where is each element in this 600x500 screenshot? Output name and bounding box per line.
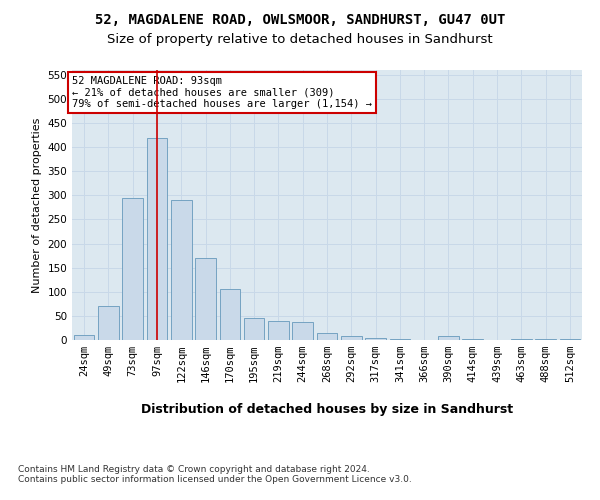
Text: 52 MAGDALENE ROAD: 93sqm
← 21% of detached houses are smaller (309)
79% of semi-: 52 MAGDALENE ROAD: 93sqm ← 21% of detach…	[72, 76, 372, 109]
Bar	[438, 336, 459, 340]
Bar	[220, 290, 240, 340]
Text: Distribution of detached houses by size in Sandhurst: Distribution of detached houses by size …	[141, 402, 513, 415]
Bar	[292, 322, 313, 340]
Bar	[389, 339, 410, 340]
Y-axis label: Number of detached properties: Number of detached properties	[32, 118, 42, 292]
Bar	[171, 200, 191, 340]
Bar	[146, 138, 167, 340]
Text: Size of property relative to detached houses in Sandhurst: Size of property relative to detached ho…	[107, 32, 493, 46]
Bar	[74, 335, 94, 340]
Text: Contains HM Land Registry data © Crown copyright and database right 2024.
Contai: Contains HM Land Registry data © Crown c…	[18, 465, 412, 484]
Bar	[365, 338, 386, 340]
Bar	[341, 336, 362, 340]
Bar	[535, 339, 556, 340]
Bar	[122, 198, 143, 340]
Bar	[511, 339, 532, 340]
Bar	[244, 318, 265, 340]
Bar	[463, 339, 483, 340]
Bar	[268, 320, 289, 340]
Text: 52, MAGDALENE ROAD, OWLSMOOR, SANDHURST, GU47 0UT: 52, MAGDALENE ROAD, OWLSMOOR, SANDHURST,…	[95, 12, 505, 26]
Bar	[98, 306, 119, 340]
Bar	[560, 339, 580, 340]
Bar	[317, 333, 337, 340]
Bar	[195, 258, 216, 340]
